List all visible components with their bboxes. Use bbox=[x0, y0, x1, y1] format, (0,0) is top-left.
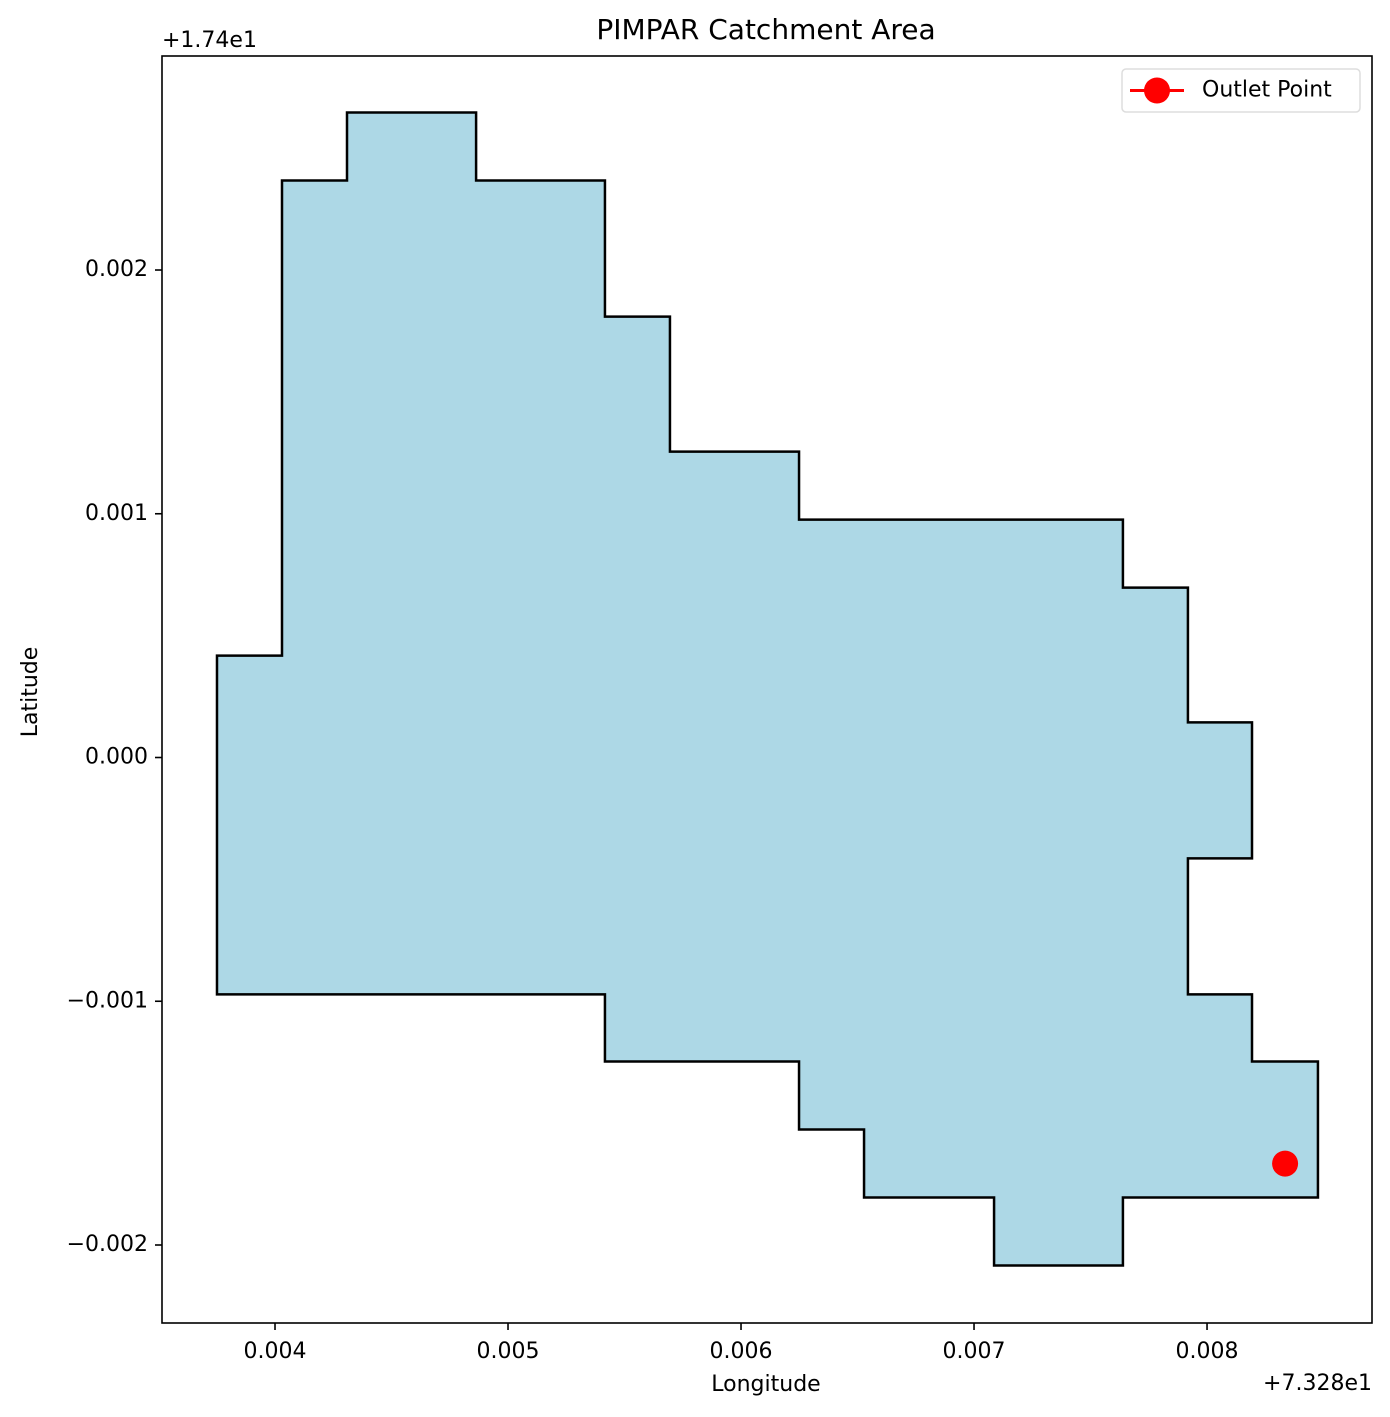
y-offset-label: +1.74e1 bbox=[162, 28, 257, 53]
chart-title: PIMPAR Catchment Area bbox=[596, 13, 935, 46]
x-tick-label: 0.005 bbox=[477, 1339, 540, 1364]
y-tick-label: 0.002 bbox=[85, 257, 148, 282]
x-tick-label: 0.007 bbox=[943, 1339, 1006, 1364]
legend-marker bbox=[1144, 77, 1170, 104]
x-axis-label: Longitude bbox=[711, 1372, 820, 1397]
plot-frame bbox=[161, 55, 1373, 1324]
x-offset-label: +7.328e1 bbox=[1263, 1371, 1372, 1396]
x-tick-label: 0.004 bbox=[244, 1339, 307, 1364]
x-tick-label: 0.006 bbox=[710, 1339, 773, 1364]
y-axis-label: Latitude bbox=[18, 647, 43, 738]
outlet-point bbox=[1272, 1150, 1299, 1177]
legend-box bbox=[1121, 68, 1361, 113]
y-tick-label: −0.001 bbox=[67, 988, 148, 1013]
catchment-polygon bbox=[215, 111, 1320, 1267]
y-tick-label: 0.001 bbox=[85, 501, 148, 526]
y-tick-label: 0.000 bbox=[85, 745, 148, 770]
legend-label: Outlet Point bbox=[1202, 78, 1332, 103]
y-tick-label: −0.002 bbox=[67, 1232, 148, 1257]
x-tick-label: 0.008 bbox=[1176, 1339, 1239, 1364]
